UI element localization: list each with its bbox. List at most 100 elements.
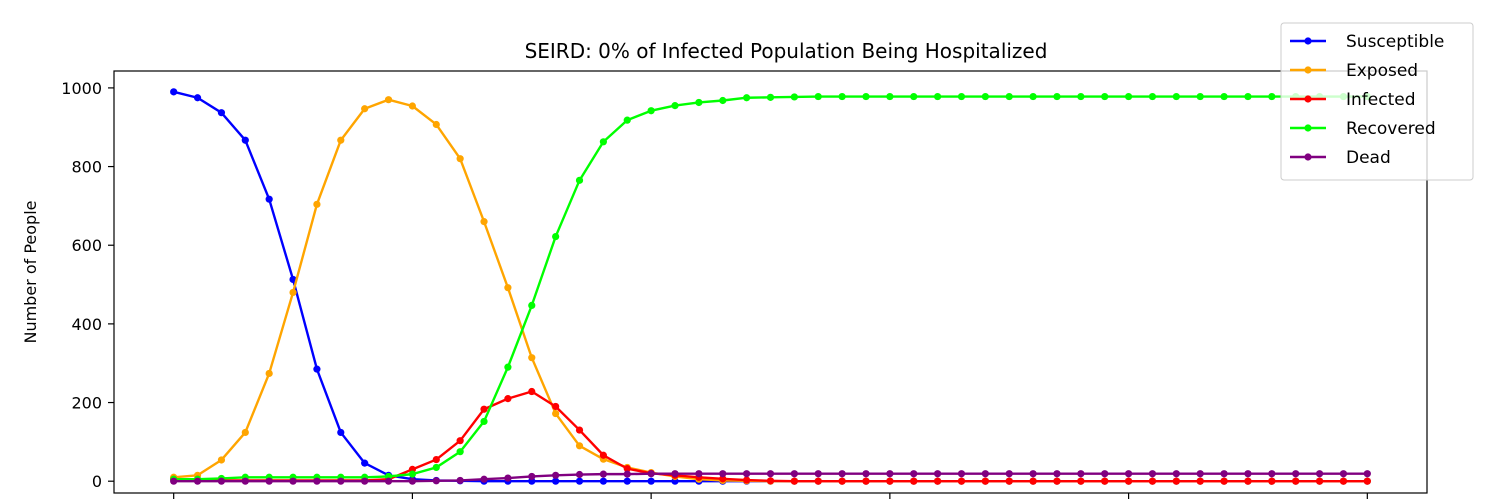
data-point-exposed	[528, 354, 536, 362]
series-line-susceptible	[173, 90, 1368, 483]
y-tick-label: 800	[71, 158, 102, 177]
data-point-dead	[1339, 470, 1348, 478]
data-point-recovered	[886, 92, 894, 101]
data-point-recovered	[838, 92, 846, 101]
data-point-recovered	[957, 92, 966, 101]
data-point-infected	[1196, 477, 1204, 485]
data-point-dead	[910, 470, 918, 478]
data-point-dead	[623, 470, 631, 478]
data-point-susceptible	[361, 459, 369, 467]
series-layer	[170, 88, 1371, 485]
data-point-dead	[552, 471, 560, 479]
data-point-infected	[1053, 477, 1061, 485]
data-point-dead	[384, 477, 393, 485]
data-point-exposed	[265, 369, 273, 378]
legend-item-infected: Infected	[1290, 90, 1416, 110]
data-point-dead	[695, 470, 703, 478]
data-point-dead	[217, 477, 226, 485]
data-point-infected	[432, 455, 440, 464]
data-point-exposed	[480, 218, 488, 226]
data-point-exposed	[313, 200, 321, 208]
data-point-recovered	[1268, 92, 1276, 101]
data-point-recovered	[480, 417, 488, 426]
data-point-infected	[1172, 477, 1180, 485]
data-point-dead	[432, 477, 440, 485]
data-point-dead	[1315, 470, 1324, 478]
data-point-infected	[1005, 477, 1013, 485]
legend-swatch-marker	[1304, 153, 1312, 161]
data-point-recovered	[528, 301, 536, 310]
data-point-exposed	[504, 284, 512, 292]
y-tick-label: 1000	[61, 79, 102, 98]
data-point-recovered	[1148, 92, 1157, 101]
data-point-recovered	[1053, 92, 1061, 101]
data-point-dead	[1363, 470, 1371, 478]
legend-box	[1280, 22, 1474, 181]
data-point-exposed	[456, 155, 464, 163]
data-point-dead	[1077, 470, 1085, 478]
data-point-dead	[647, 470, 655, 478]
data-point-dead	[1244, 470, 1252, 478]
data-point-dead	[289, 477, 297, 485]
series-line-infected	[173, 390, 1368, 483]
data-point-dead	[1148, 470, 1157, 478]
legend-swatch-marker	[1304, 37, 1312, 45]
data-point-susceptible	[313, 365, 321, 373]
legend-item-exposed: Exposed	[1290, 61, 1418, 81]
data-point-susceptible	[241, 136, 249, 144]
data-point-susceptible	[193, 94, 202, 102]
data-point-recovered	[814, 92, 822, 101]
data-point-recovered	[575, 176, 584, 184]
data-point-recovered	[552, 232, 560, 241]
series-dead	[170, 470, 1371, 485]
data-point-dead	[790, 470, 798, 478]
data-point-exposed	[575, 442, 584, 450]
data-point-recovered	[1124, 92, 1133, 101]
data-point-susceptible	[623, 477, 631, 485]
data-point-recovered	[599, 138, 607, 146]
data-point-dead	[241, 477, 249, 485]
data-point-recovered	[1029, 92, 1037, 101]
data-point-dead	[504, 474, 512, 482]
data-point-susceptible	[170, 88, 178, 96]
legend-label: Recovered	[1346, 119, 1436, 139]
data-point-infected	[1244, 477, 1252, 485]
legend: Susceptible Exposed Infected Recovered Dead	[1280, 22, 1474, 181]
data-point-infected	[719, 475, 727, 483]
data-point-infected	[480, 405, 488, 413]
data-point-infected	[862, 477, 870, 485]
data-point-infected	[838, 477, 846, 485]
data-point-recovered	[934, 92, 942, 101]
legend-item-dead: Dead	[1290, 148, 1391, 168]
data-point-recovered	[432, 463, 440, 472]
data-point-infected	[766, 477, 775, 485]
y-tick-label: 600	[71, 236, 102, 255]
data-point-dead	[671, 470, 679, 478]
data-point-dead	[981, 470, 989, 478]
y-axis-ticks: 0 200 400 600 800 1000	[61, 79, 114, 491]
y-tick-label: 400	[71, 315, 102, 334]
data-point-dead	[1220, 470, 1228, 478]
series-recovered	[170, 92, 1371, 483]
data-point-recovered	[766, 93, 775, 101]
data-point-infected	[1124, 477, 1133, 485]
data-point-dead	[743, 470, 751, 478]
data-point-susceptible	[575, 477, 584, 485]
legend-label: Exposed	[1346, 61, 1418, 81]
y-tick-label: 0	[92, 472, 102, 491]
data-point-recovered	[408, 470, 417, 478]
data-point-dead	[265, 477, 273, 485]
series-line-recovered	[173, 95, 1368, 481]
data-point-dead	[313, 477, 321, 485]
data-point-infected	[1101, 477, 1109, 485]
data-point-susceptible	[647, 477, 655, 485]
data-point-infected	[599, 451, 607, 459]
legend-label: Dead	[1346, 148, 1391, 168]
data-point-dead	[1053, 470, 1061, 478]
y-tick-label: 200	[71, 394, 102, 413]
data-point-infected	[1148, 477, 1157, 485]
legend-swatch-marker	[1304, 95, 1312, 103]
data-point-recovered	[1101, 92, 1109, 101]
data-point-susceptible	[552, 477, 560, 485]
data-point-infected	[1077, 477, 1085, 485]
